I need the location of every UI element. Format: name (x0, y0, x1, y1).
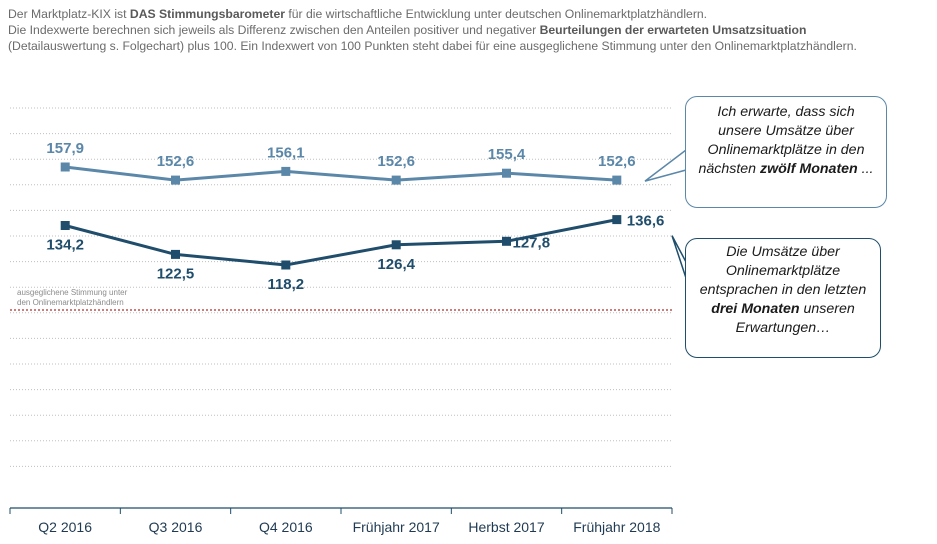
data-point (502, 168, 511, 178)
data-point (391, 240, 401, 250)
data-label: 127,8 (513, 234, 551, 251)
data-point (281, 166, 291, 176)
x-tick-label: Herbst 2017 (468, 519, 544, 535)
data-label: 118,2 (267, 276, 304, 293)
data-label: 156,1 (267, 144, 305, 161)
callout-pointer (671, 235, 687, 279)
callout-expectation: Ich erwarte, dass sich unsere Umsätze üb… (685, 96, 887, 208)
reference-label: ausgeglichene Stimmung unter (17, 288, 128, 297)
intro-line-3: (Detailauswertung s. Folgechart) plus 10… (8, 39, 857, 53)
reference-label: den Onlinemarktplatzhändlern (17, 298, 124, 307)
data-point (502, 236, 511, 246)
intro-text: Der Marktplatz-KIX ist DAS Stimmungsbaro… (8, 6, 933, 54)
x-tick-label: Q2 2016 (38, 519, 92, 535)
data-label: 155,4 (488, 146, 526, 163)
x-tick-label: Q3 2016 (149, 519, 203, 535)
data-label: 152,6 (598, 153, 636, 170)
series-line (65, 165, 617, 182)
data-point (612, 215, 622, 225)
data-label: 122,5 (157, 265, 195, 282)
callout-pointer (644, 148, 687, 182)
data-point (281, 260, 291, 270)
data-point (391, 175, 401, 185)
data-label: 136,6 (627, 213, 665, 230)
data-label: 126,4 (377, 256, 415, 273)
x-tick-label: Frühjahr 2017 (353, 519, 440, 535)
data-label: 152,6 (157, 153, 195, 170)
data-point (171, 249, 180, 259)
x-tick-label: Frühjahr 2018 (573, 519, 660, 535)
data-point (60, 162, 70, 172)
callout-past: Die Umsätze über Onlinemarktplätze entsp… (685, 238, 881, 358)
x-tick-label: Q4 2016 (259, 519, 313, 535)
data-label: 134,2 (46, 237, 84, 254)
data-point (171, 175, 180, 185)
data-label: 157,9 (46, 140, 84, 157)
data-label: 152,6 (377, 153, 415, 170)
intro-line-1: Der Marktplatz-KIX ist DAS Stimmungsbaro… (8, 7, 708, 21)
data-point (60, 221, 70, 230)
series-line (64, 218, 618, 267)
intro-line-2: Die Indexwerte berechnen sich jeweils al… (8, 23, 807, 37)
data-point (612, 175, 622, 185)
